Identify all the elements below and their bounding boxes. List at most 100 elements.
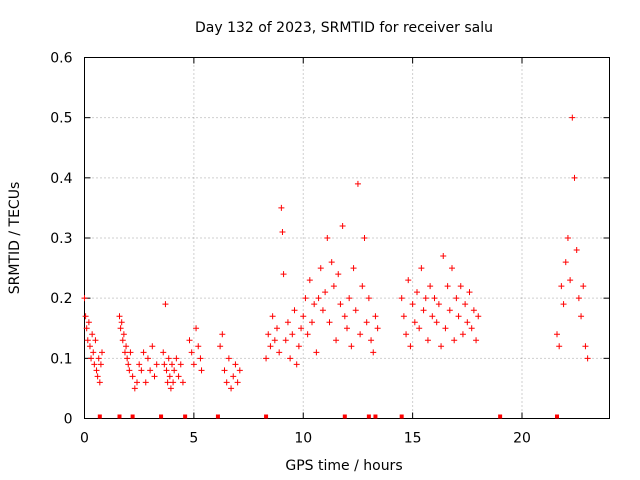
data-point bbox=[86, 343, 93, 350]
coverage-gap-marker bbox=[159, 414, 164, 419]
y-tick-label: 0.1 bbox=[50, 351, 72, 367]
data-point bbox=[177, 361, 184, 368]
y-tick-label: 0.2 bbox=[50, 291, 72, 307]
data-point bbox=[302, 295, 309, 302]
data-point bbox=[433, 319, 440, 326]
data-point bbox=[556, 343, 563, 350]
data-point bbox=[411, 319, 418, 326]
data-point bbox=[116, 313, 123, 320]
data-point bbox=[468, 325, 475, 332]
data-point bbox=[134, 379, 140, 386]
data-point bbox=[464, 319, 471, 326]
data-point bbox=[217, 343, 224, 350]
data-point bbox=[289, 331, 296, 338]
data-point bbox=[197, 355, 204, 362]
data-point bbox=[420, 307, 427, 314]
grid bbox=[84, 57, 610, 419]
data-point bbox=[287, 355, 294, 362]
data-point bbox=[165, 355, 172, 362]
data-point bbox=[403, 331, 410, 338]
coverage-gap-marker bbox=[399, 414, 404, 419]
data-point bbox=[453, 295, 460, 302]
data-point bbox=[219, 331, 226, 338]
data-point bbox=[121, 349, 128, 356]
data-point bbox=[427, 283, 434, 290]
coverage-gap-marker bbox=[366, 414, 371, 419]
data-point bbox=[457, 283, 464, 290]
y-tick-label: 0 bbox=[64, 412, 73, 428]
data-point bbox=[160, 349, 167, 356]
data-point bbox=[169, 361, 175, 368]
data-point bbox=[470, 307, 477, 314]
coverage-gap-marker bbox=[215, 414, 220, 419]
data-point bbox=[361, 235, 368, 241]
data-point bbox=[348, 343, 355, 350]
data-point bbox=[560, 301, 567, 308]
data-point bbox=[473, 337, 480, 344]
data-point bbox=[451, 337, 458, 344]
data-point bbox=[120, 331, 127, 338]
data-point bbox=[91, 361, 98, 368]
data-point bbox=[416, 325, 423, 332]
data-point bbox=[365, 295, 372, 302]
data-point bbox=[153, 361, 160, 368]
data-point bbox=[282, 337, 289, 344]
data-point bbox=[118, 319, 125, 326]
data-point bbox=[276, 349, 283, 356]
data-point bbox=[225, 355, 232, 362]
x-axis-label: GPS time / hours bbox=[285, 458, 402, 474]
data-point bbox=[126, 367, 133, 374]
data-point bbox=[129, 373, 136, 380]
y-axis-label: SRMTID / TECUs bbox=[7, 182, 23, 295]
data-point bbox=[359, 283, 366, 290]
data-point bbox=[173, 355, 180, 362]
data-point bbox=[291, 307, 298, 314]
data-point bbox=[97, 361, 104, 368]
data-point bbox=[223, 379, 230, 386]
data-point bbox=[571, 174, 578, 181]
data-point bbox=[195, 343, 202, 350]
data-points bbox=[81, 114, 591, 392]
data-point bbox=[424, 337, 431, 344]
data-point bbox=[357, 331, 364, 338]
data-point bbox=[161, 361, 168, 368]
data-point bbox=[409, 301, 416, 308]
data-point bbox=[198, 367, 205, 374]
data-point bbox=[459, 331, 466, 338]
data-point bbox=[142, 379, 149, 386]
data-point bbox=[333, 337, 340, 344]
data-point bbox=[368, 337, 375, 344]
coverage-gap-marker bbox=[130, 414, 135, 419]
data-point bbox=[304, 331, 311, 338]
data-point bbox=[163, 367, 170, 374]
y-tick-labels: 0 0.1 0.2 0.3 0.4 0.5 0.6 bbox=[50, 51, 72, 428]
data-point bbox=[444, 283, 451, 290]
data-point bbox=[125, 361, 132, 368]
data-point bbox=[446, 307, 453, 314]
data-point bbox=[300, 313, 307, 320]
data-point bbox=[317, 265, 324, 272]
data-point bbox=[337, 301, 344, 308]
data-point bbox=[564, 235, 571, 241]
data-point bbox=[167, 385, 174, 392]
data-point bbox=[344, 325, 350, 332]
x-tick-label: 20 bbox=[513, 431, 531, 447]
data-point bbox=[279, 228, 286, 235]
data-point bbox=[573, 247, 580, 254]
data-point bbox=[234, 379, 241, 386]
data-point bbox=[324, 235, 331, 241]
data-point bbox=[414, 289, 420, 296]
data-point bbox=[94, 373, 101, 380]
data-point bbox=[92, 337, 99, 344]
data-point bbox=[462, 301, 469, 308]
data-point bbox=[309, 319, 315, 326]
data-point bbox=[418, 265, 425, 272]
x-tick-labels: 0 5 10 15 20 bbox=[80, 431, 531, 447]
data-point bbox=[136, 361, 143, 368]
data-point bbox=[407, 343, 414, 350]
data-point bbox=[582, 343, 589, 350]
data-point bbox=[83, 325, 90, 332]
data-point bbox=[354, 180, 361, 187]
data-point bbox=[339, 222, 346, 229]
